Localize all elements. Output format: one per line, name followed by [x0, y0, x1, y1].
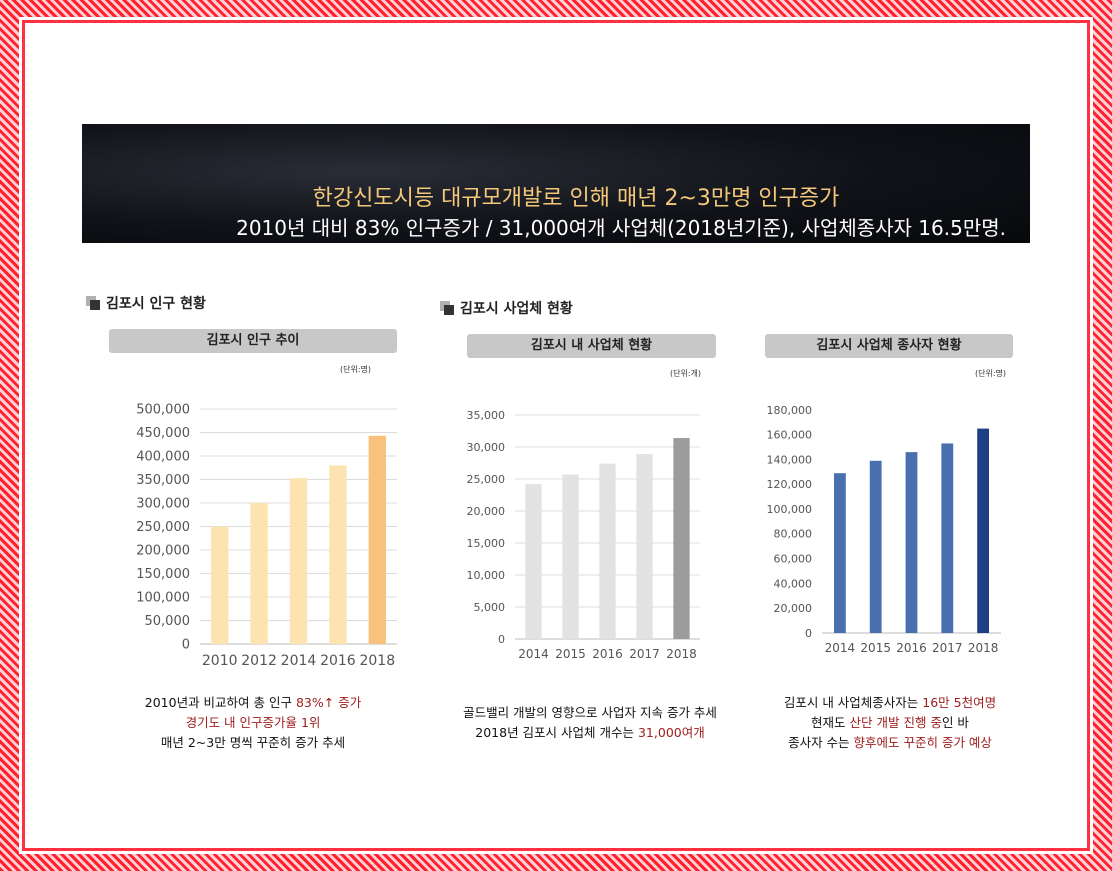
caption-text: 종사자 수는	[788, 735, 854, 750]
x-tick-label: 2012	[241, 653, 277, 669]
header-banner: 한강신도시등 대규모개발로 인해 매년 2~3만명 인구증가 2010년 대비 …	[82, 124, 1030, 243]
caption-line: 2018년 김포시 사업체 개수는 31,000여개	[440, 723, 740, 743]
chart-unit-employees: (단위:명)	[975, 369, 1007, 378]
section-title-business: 김포시 사업체 현황	[440, 298, 573, 318]
bar	[562, 474, 579, 639]
y-tick-label: 20,000	[774, 602, 813, 615]
caption-line: 매년 2~3만 명씩 꾸준히 증가 추세	[160, 735, 346, 750]
caption-text: 김포시 내 사업체종사자는	[783, 695, 923, 710]
x-tick-label: 2018	[968, 641, 999, 655]
bar	[977, 428, 990, 633]
x-tick-label: 2017	[932, 641, 963, 655]
section-title-population-label: 김포시 인구 현황	[106, 296, 206, 312]
x-tick-label: 2014	[518, 647, 549, 661]
x-tick-label: 2017	[629, 647, 660, 661]
x-tick-label: 2018	[666, 647, 697, 661]
y-tick-label: 140,000	[767, 453, 813, 466]
caption-text: 2010년과 비교하여 총 인구	[144, 695, 296, 710]
bar	[869, 460, 882, 633]
y-tick-label: 0	[498, 633, 505, 646]
y-tick-label: 50,000	[145, 614, 191, 629]
bar	[525, 484, 542, 639]
bar	[636, 454, 653, 639]
x-tick-label: 2016	[320, 653, 356, 669]
chart-title-population: 김포시 인구 추이	[109, 329, 397, 353]
y-tick-label: 5,000	[474, 601, 506, 614]
chart-title-business: 김포시 내 사업체 현황	[467, 334, 716, 358]
caption-highlight: 16만 5천여명	[922, 695, 997, 710]
banner-subline: 2010년 대비 83% 인구증가 / 31,000여개 사업체(2018년기준…	[236, 216, 1006, 240]
caption-line: 현재도 산단 개발 진행 중인 바	[740, 713, 1040, 733]
y-tick-label: 350,000	[136, 473, 190, 488]
y-tick-label: 20,000	[467, 505, 506, 518]
x-tick-label: 2014	[825, 641, 856, 655]
chart-unit-population: (단위:명)	[340, 365, 372, 374]
x-tick-label: 2016	[592, 647, 623, 661]
caption-employees: 김포시 내 사업체종사자는 16만 5천여명 현재도 산단 개발 진행 중인 바…	[740, 693, 1040, 753]
business-chart: 0 5,000 10,000 15,000 20,000 25,000 30,000 35,0…	[467, 409, 700, 661]
caption-highlight: 산단 개발 진행 중	[849, 715, 942, 730]
caption-population: 2010년과 비교하여 총 인구 83%↑ 증가 경기도 내 인구증가율 1위 …	[108, 693, 398, 753]
banner-headline: 한강신도시등 대규모개발로 인해 매년 2~3만명 인구증가	[312, 186, 840, 211]
y-tick-label: 150,000	[136, 567, 190, 582]
caption-line: 종사자 수는 향후에도 꾸준히 증가 예상	[740, 733, 1040, 753]
bar	[250, 503, 268, 644]
bar	[599, 463, 616, 639]
section-title-population: 김포시 인구 현황	[86, 293, 206, 313]
bar	[673, 438, 690, 639]
section-square-icon	[86, 296, 100, 310]
y-tick-label: 300,000	[136, 497, 190, 512]
x-tick-label: 2010	[202, 653, 238, 669]
caption-line: 경기도 내 인구증가율 1위	[185, 715, 321, 730]
caption-text: 2018년 김포시 사업체 개수는	[475, 725, 638, 740]
caption-business: 골드밸리 개발의 영향으로 사업자 지속 증가 추세 2018년 김포시 사업체…	[440, 703, 740, 743]
y-tick-label: 60,000	[774, 553, 813, 566]
y-tick-label: 80,000	[774, 528, 813, 541]
caption-text: 현재도	[811, 715, 850, 730]
x-tick-label: 2015	[860, 641, 891, 655]
caption-line: 김포시 내 사업체종사자는 16만 5천여명	[740, 693, 1040, 713]
caption-highlight: 향후에도 꾸준히 증가 예상	[853, 735, 992, 750]
bar	[329, 465, 347, 644]
y-tick-label: 180,000	[767, 404, 813, 417]
y-tick-label: 35,000	[467, 409, 506, 422]
y-tick-label: 0	[182, 638, 190, 653]
x-tick-label: 2015	[555, 647, 586, 661]
caption-highlight: 31,000여개	[637, 725, 705, 740]
x-tick-label: 2014	[281, 653, 317, 669]
y-tick-label: 100,000	[767, 503, 813, 516]
y-tick-label: 120,000	[767, 478, 813, 491]
y-tick-label: 40,000	[774, 577, 813, 590]
y-tick-label: 0	[805, 627, 812, 640]
y-tick-label: 400,000	[136, 450, 190, 465]
x-tick-label: 2018	[359, 653, 395, 669]
y-tick-label: 15,000	[467, 537, 506, 550]
y-tick-label: 500,000	[136, 403, 190, 418]
population-chart: 0 50,000 100,000 150,000 200,000 250,000 300,0…	[136, 403, 397, 669]
y-tick-label: 200,000	[136, 544, 190, 559]
chart-unit-business: (단위:개)	[670, 369, 702, 378]
section-square-icon	[440, 301, 454, 315]
y-tick-label: 450,000	[136, 426, 190, 441]
y-tick-label: 100,000	[136, 591, 190, 606]
x-tick-label: 2016	[896, 641, 927, 655]
caption-highlight: 83%↑ 증가	[295, 695, 362, 710]
y-tick-label: 25,000	[467, 473, 506, 486]
caption-line: 골드밸리 개발의 영향으로 사업자 지속 증가 추세	[463, 705, 717, 720]
bar	[833, 473, 846, 633]
bar	[211, 526, 229, 644]
caption-text: 인 바	[941, 715, 969, 730]
bar	[289, 478, 308, 644]
caption-line: 2010년과 비교하여 총 인구 83%↑ 증가	[108, 693, 398, 713]
chart-title-employees: 김포시 사업체 종사자 현황	[765, 334, 1013, 358]
bar	[941, 443, 954, 633]
y-tick-label: 10,000	[467, 569, 506, 582]
y-tick-label: 160,000	[767, 429, 813, 442]
bar	[905, 452, 918, 633]
y-tick-label: 250,000	[136, 520, 190, 535]
employees-chart: 0 20,000 40,000 60,000 80,000 100,000 120,000 1…	[767, 404, 1001, 655]
section-title-business-label: 김포시 사업체 현황	[460, 301, 573, 317]
bar	[368, 435, 386, 644]
y-tick-label: 30,000	[467, 441, 506, 454]
